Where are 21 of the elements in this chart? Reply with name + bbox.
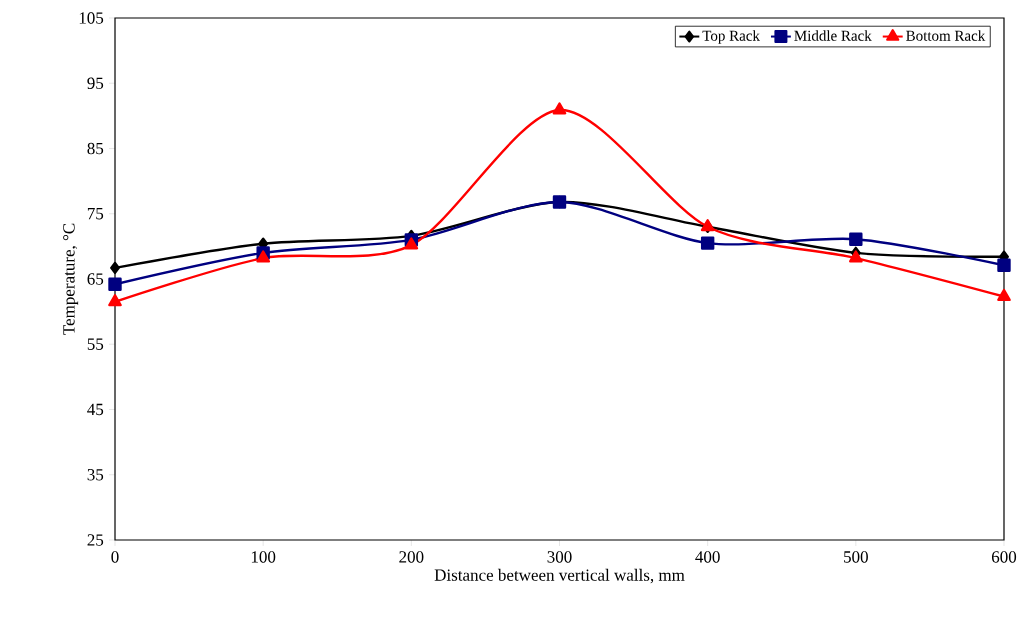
y-tick-label: 95 [87,77,104,89]
x-axis-title: Distance between vertical walls, mm [434,568,685,584]
y-axis-title: Temperature, °C [63,223,79,335]
y-tick-label: 35 [87,469,104,481]
x-tick-label: 200 [399,551,424,563]
y-tick-label: 45 [87,403,104,416]
legend-label: Bottom Rack [906,30,986,41]
x-tick-label: 100 [251,551,276,563]
y-tick-label: 55 [87,338,104,350]
y-tick-label: 65 [87,273,104,285]
x-tick-label: 500 [844,551,868,563]
x-tick-label: 300 [547,551,572,563]
legend-label: Middle Rack [794,30,872,41]
y-tick-label: 25 [87,534,104,546]
y-tick-label: 75 [87,208,104,220]
x-tick-label: 0 [111,551,119,563]
y-tick-label: 85 [87,142,104,155]
y-tick-label: 105 [79,12,104,24]
x-tick-label: 400 [695,551,720,563]
legend-label: Top Rack [702,30,760,44]
x-tick-label: 600 [991,551,1017,563]
